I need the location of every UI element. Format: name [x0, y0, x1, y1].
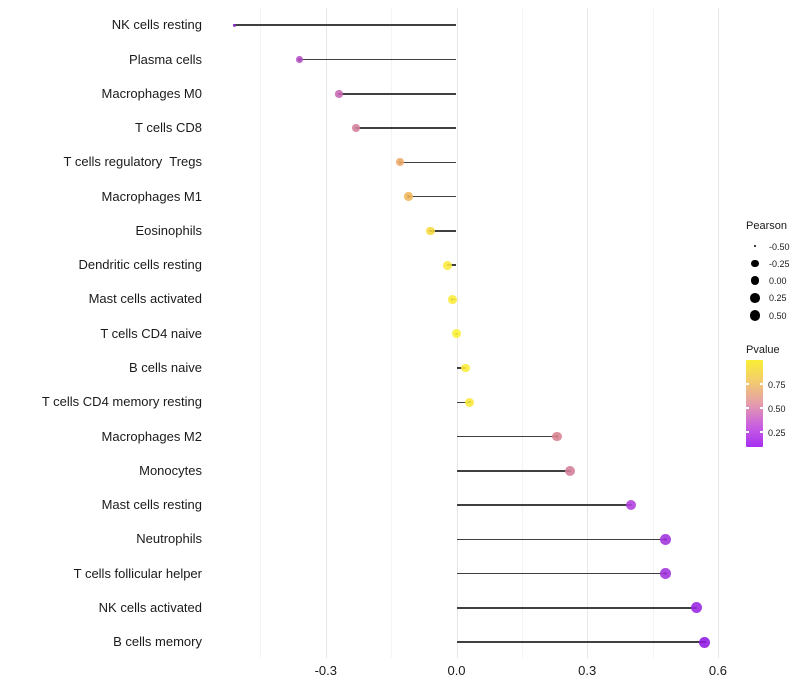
legend-pvalue-title: Pvalue — [746, 344, 780, 356]
category-label: T cells follicular helper — [73, 565, 202, 581]
data-point[interactable] — [699, 636, 711, 648]
legend-pvalue-label: 0.50 — [768, 403, 786, 414]
legend-size-label: -0.50 — [769, 241, 790, 252]
data-point[interactable] — [447, 295, 457, 304]
legend-size-label: 0.50 — [769, 310, 787, 321]
stem-line — [456, 435, 557, 438]
stem-line — [456, 504, 631, 506]
stem-line — [338, 93, 457, 95]
minor-gridline — [652, 8, 654, 658]
minor-gridline — [391, 8, 393, 658]
stem-line — [447, 264, 457, 266]
data-point[interactable] — [460, 363, 470, 373]
stem-line — [430, 230, 457, 232]
data-point[interactable] — [232, 23, 236, 27]
stem-line — [456, 641, 705, 643]
legend-pvalue-label: 0.25 — [768, 427, 786, 438]
category-label: Dendritic cells resting — [78, 257, 202, 273]
stem-line — [456, 401, 470, 403]
plot-panel — [208, 8, 732, 658]
legend-pearson-title: Pearson — [746, 220, 787, 232]
gradient-tick — [746, 407, 749, 409]
data-point[interactable] — [352, 124, 361, 132]
data-point[interactable] — [660, 568, 671, 579]
data-point[interactable] — [564, 465, 575, 476]
data-point[interactable] — [296, 56, 303, 63]
category-label: B cells memory — [113, 634, 202, 650]
minor-gridline — [521, 8, 523, 658]
legend-size-dot — [750, 293, 760, 303]
stem-line — [408, 195, 457, 198]
data-point[interactable] — [443, 260, 453, 270]
stem-line — [356, 127, 457, 129]
category-label: Macrophages M0 — [101, 85, 202, 101]
category-label: B cells naive — [129, 360, 202, 375]
data-point[interactable] — [404, 192, 413, 201]
data-point[interactable] — [551, 431, 562, 442]
gradient-tick — [760, 431, 763, 433]
category-label: Macrophages M2 — [101, 428, 202, 444]
data-point[interactable] — [452, 329, 461, 339]
x-tick-label: 0.0 — [447, 663, 466, 678]
gradient-tick — [760, 407, 763, 409]
major-gridline — [587, 8, 589, 658]
legend-size-label: 0.25 — [769, 293, 787, 304]
data-point[interactable] — [660, 533, 671, 545]
stem-line — [456, 572, 666, 575]
minor-gridline — [260, 8, 262, 658]
x-tick-label: -0.3 — [314, 663, 337, 678]
data-point[interactable] — [465, 397, 475, 407]
category-label: T cells CD8 — [135, 120, 202, 136]
stem-line — [299, 58, 457, 61]
category-label: NK cells resting — [111, 17, 202, 33]
legend-pvalue-label: 0.75 — [768, 379, 786, 390]
category-label: NK cells activated — [98, 599, 202, 615]
category-label: Eosinophils — [135, 222, 203, 238]
x-tick-label: 0.3 — [578, 663, 597, 678]
stem-line — [456, 470, 570, 472]
major-gridline — [325, 8, 327, 658]
category-label: Monocytes — [139, 462, 202, 478]
category-label: T cells regulatory Tregs — [63, 154, 202, 170]
category-label: Plasma cells — [129, 51, 202, 67]
data-point[interactable] — [690, 602, 702, 614]
category-label: Mast cells resting — [101, 497, 202, 513]
gradient-tick — [746, 431, 749, 433]
x-tick-label: 0.6 — [708, 663, 727, 678]
legend-size-dot — [751, 259, 759, 268]
category-label: T cells CD4 memory resting — [41, 394, 202, 410]
category-label: Neutrophils — [136, 531, 202, 547]
major-gridline — [717, 8, 719, 658]
data-point[interactable] — [395, 158, 404, 167]
legend-size-dot — [749, 309, 761, 321]
gradient-tick — [760, 383, 763, 385]
stem-line — [456, 538, 666, 541]
category-label: Mast cells activated — [88, 291, 202, 307]
pvalue-gradient-bar — [746, 360, 763, 447]
gradient-tick — [746, 383, 749, 385]
stem-line — [399, 161, 457, 164]
data-point[interactable] — [335, 90, 343, 98]
data-point[interactable] — [625, 499, 636, 511]
stem-line — [456, 607, 697, 609]
legend-size-dot — [750, 276, 760, 286]
category-label: Macrophages M1 — [101, 188, 202, 204]
legend-size-dot — [753, 244, 757, 248]
stem-line — [234, 24, 457, 27]
data-point[interactable] — [426, 226, 435, 236]
category-label: T cells CD4 naive — [100, 325, 202, 341]
legend-size-label: -0.25 — [769, 258, 790, 269]
legend-size-label: 0.00 — [769, 276, 787, 287]
